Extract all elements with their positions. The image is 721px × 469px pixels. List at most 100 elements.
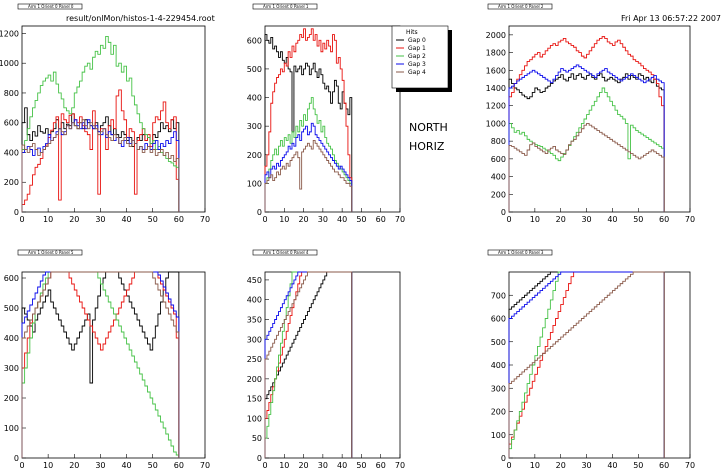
series-gap-3 <box>264 271 353 458</box>
x-tick-label: 10 <box>43 215 53 224</box>
series-gap-0 <box>508 73 665 212</box>
y-tick-label: 1800 <box>486 49 506 58</box>
panels: Arm 1 Orient 0 Panel 0020040060080010001… <box>0 3 695 469</box>
y-tick-label: 0 <box>501 208 506 217</box>
x-tick-label: 60 <box>174 461 184 469</box>
y-tick-label: 200 <box>4 178 19 187</box>
panel-1: Arm 1 Orient 0 Panel 1010020030040050060… <box>247 3 405 224</box>
north-label: NORTH <box>409 121 448 134</box>
series-gap-4 <box>21 271 180 458</box>
x-tick-label: 20 <box>69 215 79 224</box>
x-tick-label: 70 <box>685 461 695 469</box>
y-tick-label: 500 <box>4 304 19 313</box>
series-gap-3 <box>508 64 665 212</box>
series-gap-1 <box>264 28 353 212</box>
y-tick-label: 700 <box>491 291 506 300</box>
y-tick-label: 600 <box>247 36 262 45</box>
x-tick-label: 60 <box>376 461 386 469</box>
y-tick-label: 200 <box>247 151 262 160</box>
y-tick-label: 400 <box>4 148 19 157</box>
panel-4: Arm 1 Orient 0 Panel 4050100150200250300… <box>247 249 405 469</box>
series-gap-2 <box>21 271 180 458</box>
y-tick-label: 1400 <box>486 84 506 93</box>
x-tick-label: 60 <box>376 215 386 224</box>
legend-entry: Gap 2 <box>408 53 426 60</box>
panel-title-box <box>487 3 553 10</box>
x-tick-label: 10 <box>530 461 540 469</box>
x-tick-label: 60 <box>659 215 669 224</box>
series-gap-3 <box>508 271 665 458</box>
y-tick-label: 200 <box>4 394 19 403</box>
x-tick-label: 50 <box>633 215 643 224</box>
panel-title: Arm 1 Orient 0 Panel 4 <box>263 250 309 255</box>
x-tick-label: 30 <box>318 461 328 469</box>
plot-frame <box>508 271 691 459</box>
panel-title-box <box>487 249 553 256</box>
panel-title-box <box>252 3 318 10</box>
y-tick-label: 600 <box>491 315 506 324</box>
panel-title: Arm 1 Orient 0 Panel 2 <box>498 4 544 9</box>
series-gap-2 <box>508 87 665 212</box>
series-gap-0 <box>264 34 353 212</box>
x-tick-label: 40 <box>337 215 347 224</box>
y-tick-label: 600 <box>491 155 506 164</box>
y-tick-label: 450 <box>247 276 262 285</box>
x-tick-label: 10 <box>279 215 289 224</box>
x-tick-label: 50 <box>148 461 158 469</box>
x-tick-label: 70 <box>395 461 405 469</box>
y-tick-label: 1200 <box>0 29 19 38</box>
y-tick-label: 0 <box>14 208 19 217</box>
y-tick-label: 1000 <box>486 119 506 128</box>
y-tick-label: 50 <box>252 434 262 443</box>
panel-2: Arm 1 Orient 0 Panel 2020040060080010001… <box>486 3 695 224</box>
y-tick-label: 1000 <box>0 59 19 68</box>
y-tick-label: 300 <box>247 122 262 131</box>
x-tick-label: 70 <box>395 215 405 224</box>
series-gap-2 <box>21 35 180 212</box>
y-tick-label: 2000 <box>486 31 506 40</box>
panel-title-box <box>252 249 318 256</box>
x-tick-label: 50 <box>633 461 643 469</box>
plot-frame <box>21 271 206 459</box>
y-tick-label: 300 <box>247 335 262 344</box>
x-tick-label: 0 <box>19 215 24 224</box>
panel-5: Arm 1 Orient 0 Panel 3010020030040050060… <box>487 249 695 469</box>
timestamp: Fri Apr 13 06:57:22 2007 <box>621 14 721 23</box>
y-tick-label: 300 <box>4 364 19 373</box>
x-tick-label: 10 <box>279 461 289 469</box>
x-tick-label: 70 <box>685 215 695 224</box>
panel-title: Arm 1 Orient 0 Panel 3 <box>498 250 544 255</box>
series-gap-4 <box>264 140 353 212</box>
series-gap-4 <box>508 271 665 458</box>
x-tick-label: 30 <box>581 215 591 224</box>
panel-0: Arm 1 Orient 0 Panel 0020040060080010001… <box>0 3 210 224</box>
x-tick-label: 30 <box>318 215 328 224</box>
root-filename: result/onlMon/histos-1-4-229454.root <box>66 14 215 23</box>
y-tick-label: 0 <box>257 454 262 463</box>
y-tick-label: 300 <box>491 384 506 393</box>
y-tick-label: 1200 <box>486 102 506 111</box>
panel-title-box <box>17 249 83 256</box>
y-tick-label: 500 <box>247 65 262 74</box>
x-tick-label: 0 <box>262 461 267 469</box>
legend-box <box>391 25 449 89</box>
legend-entry: Gap 3 <box>408 61 426 68</box>
series-gap-1 <box>508 36 665 212</box>
x-tick-label: 60 <box>174 215 184 224</box>
series-gap-4 <box>21 119 180 212</box>
x-tick-label: 40 <box>607 215 617 224</box>
x-tick-label: 20 <box>556 461 566 469</box>
x-tick-label: 50 <box>356 461 366 469</box>
series-gap-2 <box>264 271 353 458</box>
y-tick-label: 350 <box>247 315 262 324</box>
x-tick-label: 60 <box>659 461 669 469</box>
x-tick-label: 0 <box>506 461 511 469</box>
x-tick-label: 70 <box>200 215 210 224</box>
x-tick-label: 0 <box>506 215 511 224</box>
x-tick-label: 20 <box>298 215 308 224</box>
y-tick-label: 400 <box>247 296 262 305</box>
y-tick-label: 0 <box>14 454 19 463</box>
series-gap-1 <box>264 271 353 458</box>
y-tick-label: 800 <box>4 89 19 98</box>
